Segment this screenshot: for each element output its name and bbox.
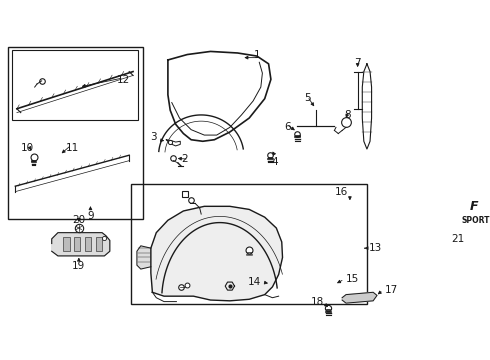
Text: SPORT: SPORT <box>462 216 490 225</box>
Text: 20: 20 <box>72 215 85 225</box>
Bar <box>85 237 91 251</box>
Bar <box>427 191 490 227</box>
Text: 11: 11 <box>66 143 79 153</box>
Text: 19: 19 <box>72 261 85 271</box>
Text: 18: 18 <box>310 297 323 307</box>
Text: 1: 1 <box>253 50 260 60</box>
Text: 16: 16 <box>335 186 348 197</box>
Polygon shape <box>342 292 377 303</box>
Text: F: F <box>469 200 478 213</box>
Text: 15: 15 <box>346 274 359 284</box>
Polygon shape <box>151 206 283 301</box>
Text: 17: 17 <box>385 285 398 295</box>
Text: 5: 5 <box>304 93 311 103</box>
Bar <box>74 237 80 251</box>
Bar <box>12 50 139 120</box>
Text: 9: 9 <box>87 211 94 221</box>
Polygon shape <box>137 246 151 269</box>
Text: 8: 8 <box>344 110 351 120</box>
Text: 6: 6 <box>285 122 291 132</box>
Text: 4: 4 <box>271 157 278 167</box>
Text: 7: 7 <box>354 58 361 68</box>
Text: 14: 14 <box>247 277 261 287</box>
Text: 12: 12 <box>116 76 129 85</box>
Polygon shape <box>52 233 110 256</box>
Text: 10: 10 <box>21 143 34 153</box>
Bar <box>423 188 490 230</box>
Text: 3: 3 <box>149 132 156 143</box>
Text: 2: 2 <box>181 154 188 164</box>
Text: 21: 21 <box>452 234 465 244</box>
Bar <box>63 237 70 251</box>
Bar <box>7 47 143 219</box>
Bar <box>131 184 367 304</box>
Bar <box>96 237 102 251</box>
Text: 13: 13 <box>369 243 383 253</box>
